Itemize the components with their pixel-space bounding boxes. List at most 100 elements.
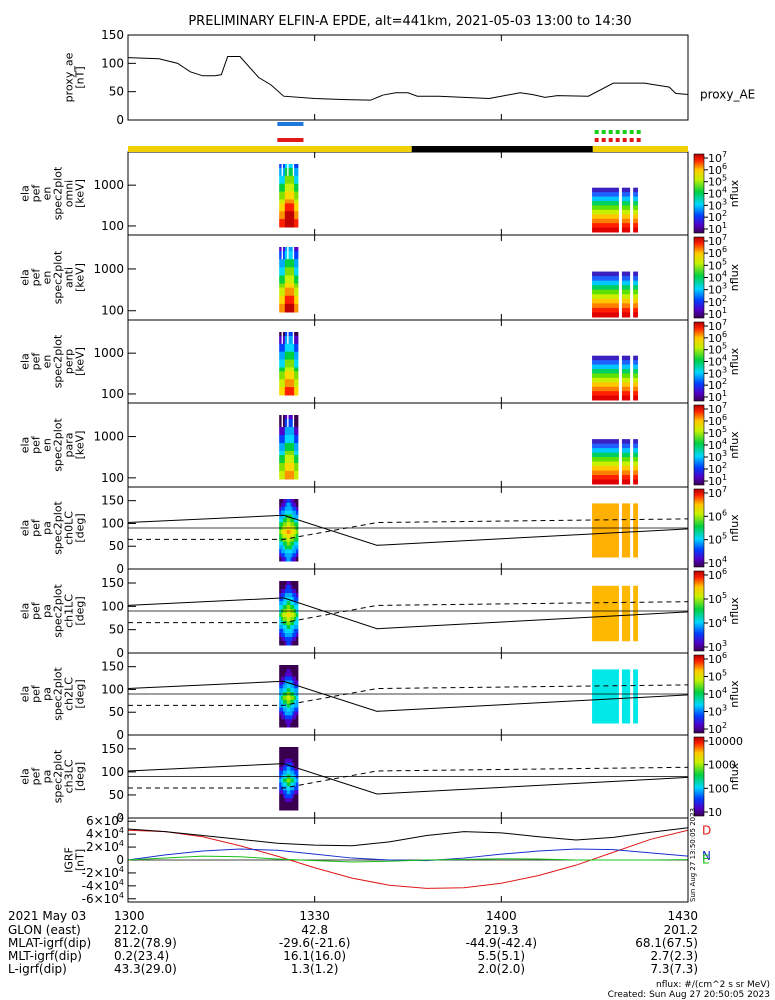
- pa_ch2-ylabel-4: ch2LC: [63, 677, 76, 711]
- proxy_ae-ytick-label-1: 50: [109, 85, 124, 99]
- pa_ch2-cell: [294, 699, 297, 705]
- spec_para-cell: [284, 435, 288, 440]
- pa_ch1-cell: [290, 633, 293, 638]
- marker-blue: [277, 122, 304, 126]
- pa_ch0-cell: [286, 545, 290, 550]
- spec_omni-band: [592, 187, 638, 193]
- pa_ch2-cell: [296, 723, 299, 728]
- pa_ch2-cell: [284, 680, 288, 685]
- pa_ch3-cell: [286, 790, 290, 795]
- pa_ch1-cell: [294, 605, 297, 610]
- pa_ch2-cell: [294, 715, 297, 720]
- spec_para-cell: [284, 467, 288, 472]
- spec_anti-cell: [294, 291, 297, 297]
- pa_ch0-cell: [281, 506, 284, 512]
- spec_omni-cell: [294, 175, 297, 181]
- spec_para-cell: [292, 467, 295, 472]
- spec_perp-cell: [282, 375, 286, 380]
- pa_ch2-cell: [292, 676, 295, 681]
- spec_perp-cell: [292, 383, 295, 388]
- spec_perp-cell: [294, 335, 297, 341]
- spec_perp-cell: [292, 387, 295, 392]
- pa_ch3-cell: [286, 798, 290, 803]
- igrf-ylabel-1: [nT]: [74, 849, 87, 871]
- pa_ch2-cell: [282, 672, 286, 678]
- spec_anti-cell: [290, 267, 293, 272]
- spec_anti-cell: [290, 283, 293, 289]
- spec_omni-band: [592, 209, 638, 215]
- spec_perp-cell: [296, 335, 299, 341]
- spec_perp-cell: [290, 335, 293, 341]
- spec_perp-cell: [286, 359, 290, 364]
- spec_omni-cell: [284, 167, 288, 173]
- spec_omni-cell: [294, 171, 297, 177]
- pa_ch2-cell: [288, 715, 291, 720]
- pa_ch0-cell: [284, 502, 288, 508]
- pa_ch0-cell: [279, 557, 282, 562]
- pa_ch1-cell: [290, 629, 293, 634]
- pa_ch0-cell: [290, 506, 293, 512]
- spec_para-cell: [279, 415, 282, 420]
- spec_anti-cell: [294, 303, 297, 309]
- pa_ch0-cell: [281, 502, 284, 508]
- pa_ch3-cell: [296, 790, 299, 795]
- spec_omni-cell: [282, 183, 286, 189]
- spec_omni-cell: [288, 171, 291, 177]
- xlabel-time-3: 1430: [667, 909, 698, 923]
- pa_ch3-cell: [284, 782, 288, 787]
- pa_ch1-cell: [296, 605, 299, 610]
- pa_ch3-anti-loss-cone-line: [128, 766, 689, 789]
- spec_para-cell: [296, 419, 299, 424]
- pa_ch2-cell: [290, 676, 293, 681]
- spec_perp-cell: [281, 359, 284, 364]
- spec_perp-ylabel-3: spec2plot: [52, 334, 65, 388]
- pa_ch1-cell: [282, 637, 286, 642]
- spec_omni-cell: [286, 223, 290, 228]
- pa_ch1-cell: [290, 605, 293, 610]
- spec_perp-ylabel-4: perp: [63, 349, 76, 374]
- spec_anti-cell: [282, 271, 286, 276]
- spec_anti-cell: [279, 267, 282, 272]
- pa_ch3-cell: [292, 806, 295, 811]
- pa_ch2-cell: [294, 696, 297, 701]
- pa_ch2-cell: [284, 665, 288, 670]
- pa_ch1-ytick-label-0: 0: [116, 646, 124, 660]
- pa_ch0-cell: [279, 510, 282, 515]
- pa_ch2-cell: [286, 707, 290, 712]
- pa_ch0-ylabel-1: pef: [30, 518, 43, 537]
- pa_ch2-cell: [284, 672, 288, 678]
- spec_para-cell: [288, 451, 291, 456]
- marker-red: [277, 138, 304, 142]
- pa_ch1-cell: [296, 589, 299, 594]
- spec_omni-cell: [281, 191, 284, 196]
- spec_omni-cell: [288, 219, 291, 224]
- spec_para-cell: [282, 443, 286, 448]
- pa_ch0-cell: [290, 545, 293, 550]
- panel-spec_omni: 1001000elapefenspec2plotomni[keV]1011021…: [19, 150, 742, 236]
- spec_anti-cell: [282, 255, 286, 260]
- pa_ch3-cell: [288, 747, 291, 752]
- pa_ch0-cell: [284, 545, 288, 550]
- spec_omni-cell: [296, 207, 299, 212]
- pa_ch3-cell: [292, 802, 295, 807]
- spec_perp-cell: [294, 363, 297, 368]
- spec_perp-cell: [290, 391, 293, 396]
- pa_ch0-cell: [279, 530, 282, 535]
- spec_perp-cell: [282, 379, 286, 384]
- spec_anti-cell: [296, 263, 299, 268]
- spec_anti-cell: [288, 303, 291, 309]
- pa_ch3-cell: [284, 750, 288, 756]
- spec_perp-cell: [296, 375, 299, 380]
- spec_anti-cell: [284, 295, 288, 301]
- spec_perp-band: [592, 355, 638, 361]
- pa_ch2-cell: [281, 711, 284, 716]
- pa_ch0-cell: [284, 522, 288, 527]
- pa_ch2-cell: [281, 703, 284, 709]
- pa_ch2-cell: [286, 723, 290, 728]
- spec_perp-cell: [288, 375, 291, 380]
- spec_omni-band: [592, 227, 638, 233]
- pa_ch0-cell: [292, 545, 295, 550]
- pa_ch3-cell: [279, 747, 282, 752]
- spec_omni-cell: [284, 199, 288, 204]
- pa_ch0-anti-loss-cone-line: [128, 518, 689, 540]
